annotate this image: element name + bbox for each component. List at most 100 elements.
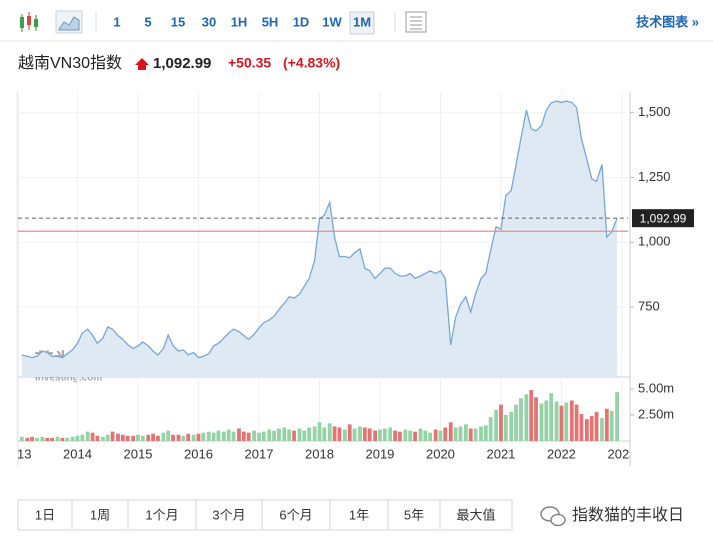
interval-button[interactable]: 15 xyxy=(171,14,185,29)
volume-bar xyxy=(514,404,518,441)
volume-bar xyxy=(257,432,261,441)
volume-bar xyxy=(519,398,523,441)
interval-button[interactable]: 1H xyxy=(231,14,248,29)
volume-bar xyxy=(45,437,50,441)
volume-bar xyxy=(191,434,196,441)
volume-bar xyxy=(151,433,155,441)
volume-bar xyxy=(589,416,594,441)
volume-bar xyxy=(584,419,589,441)
volume-bar xyxy=(307,427,312,441)
volume-bar xyxy=(373,430,378,441)
change-percent: (+4.83%) xyxy=(283,55,340,71)
range-button[interactable]: 6个月 xyxy=(279,507,312,522)
volume-bar xyxy=(161,432,166,441)
volume-bar xyxy=(408,430,413,441)
x-tick-label: 2022 xyxy=(547,446,576,461)
x-tick-label: 2015 xyxy=(124,446,153,461)
volume-bar xyxy=(176,434,181,441)
volume-bar xyxy=(413,431,417,441)
volume-bar xyxy=(166,430,171,441)
volume-bar xyxy=(494,409,499,441)
volume-bar xyxy=(322,427,327,441)
volume-bar xyxy=(196,433,201,441)
volume-bar xyxy=(25,437,30,441)
interval-button[interactable]: 5 xyxy=(144,14,151,29)
range-button[interactable]: 5年 xyxy=(404,507,424,522)
volume-bar xyxy=(362,427,367,441)
x-tick-label: 2020 xyxy=(426,446,455,461)
y2-tick-label: 5.00m xyxy=(638,380,674,395)
volume-bar xyxy=(90,432,95,441)
up-arrow xyxy=(135,58,149,70)
volume-bar xyxy=(382,428,387,441)
interval-button[interactable]: 1W xyxy=(322,14,342,29)
volume-bar xyxy=(282,427,287,441)
x-tick-label: 2021 xyxy=(486,446,515,461)
volume-bar xyxy=(564,402,569,441)
area-icon[interactable] xyxy=(55,10,83,34)
volume-bar xyxy=(529,390,534,441)
price-line xyxy=(21,100,618,359)
interval-button[interactable]: 1 xyxy=(113,14,120,29)
volume-bar xyxy=(499,404,503,441)
interval-button[interactable]: 5H xyxy=(262,14,279,29)
interval-button[interactable]: 1M xyxy=(353,14,371,29)
volume-bar xyxy=(105,434,110,441)
table-icon[interactable] xyxy=(405,11,427,33)
x-tick-label: 2018 xyxy=(305,446,334,461)
volume-bar xyxy=(569,400,574,441)
volume-bar xyxy=(100,436,105,441)
range-button[interactable]: 3个月 xyxy=(212,507,245,522)
volume-bar xyxy=(463,424,468,441)
volume-bar xyxy=(443,427,448,441)
instrument-name: 越南VN30指数 xyxy=(18,54,122,72)
volume-bar xyxy=(488,417,493,441)
volume-bar xyxy=(201,432,206,441)
volume-bar xyxy=(146,434,151,441)
x-tick-label: 2017 xyxy=(245,446,274,461)
volume-bar xyxy=(85,431,90,441)
range-button[interactable]: 1年 xyxy=(349,507,369,522)
volume-bar xyxy=(549,393,554,441)
y-tick-label: 750 xyxy=(638,298,660,313)
volume-bar xyxy=(347,424,352,441)
volume-bar xyxy=(35,437,39,441)
x-axis-labels: 2013 2014 2015 2016 2017 2018 2019 2020 2021 2022… xyxy=(18,446,636,461)
y2-tick-label: 2.50m xyxy=(638,406,674,421)
volume-bar xyxy=(594,411,599,441)
last-price-tag xyxy=(632,209,694,228)
volume-bar xyxy=(509,411,514,441)
interval-button[interactable]: 1D xyxy=(293,14,310,29)
y-tick-label: 1,000 xyxy=(638,234,671,249)
volume-bar xyxy=(352,428,357,441)
volume-bar xyxy=(332,426,337,441)
volume-bar xyxy=(358,426,362,441)
volume-bar xyxy=(70,436,75,441)
candlestick-icon[interactable] xyxy=(20,12,38,32)
volume-bar xyxy=(609,410,614,441)
volume-bar xyxy=(503,415,508,441)
volume-bar xyxy=(261,431,266,441)
volume-bar xyxy=(95,435,100,441)
volume-bar xyxy=(277,428,281,441)
volume-bar xyxy=(418,428,423,441)
volume-bar xyxy=(534,397,538,441)
interval-active xyxy=(349,11,375,35)
technical-chart-link[interactable]: 技术图表 » xyxy=(636,14,699,29)
volume-bar xyxy=(574,404,579,441)
volume-bar xyxy=(448,422,453,441)
volume-bar xyxy=(65,437,70,441)
range-button[interactable]: 1日 xyxy=(35,507,55,522)
volume-bar xyxy=(479,426,483,441)
interval-button[interactable]: 30 xyxy=(202,14,216,29)
volume-bar xyxy=(221,431,226,441)
range-button[interactable]: 最大值 xyxy=(456,507,495,522)
volume-bar xyxy=(237,428,241,441)
volume-bar xyxy=(171,434,175,441)
range-button[interactable]: 1周 xyxy=(90,507,110,522)
range-button[interactable]: 1个月 xyxy=(145,507,178,522)
volume-bar xyxy=(131,435,136,441)
x-tick-label: 2023 xyxy=(607,446,636,461)
volume-bar xyxy=(468,428,473,441)
volume-bar xyxy=(327,423,332,441)
